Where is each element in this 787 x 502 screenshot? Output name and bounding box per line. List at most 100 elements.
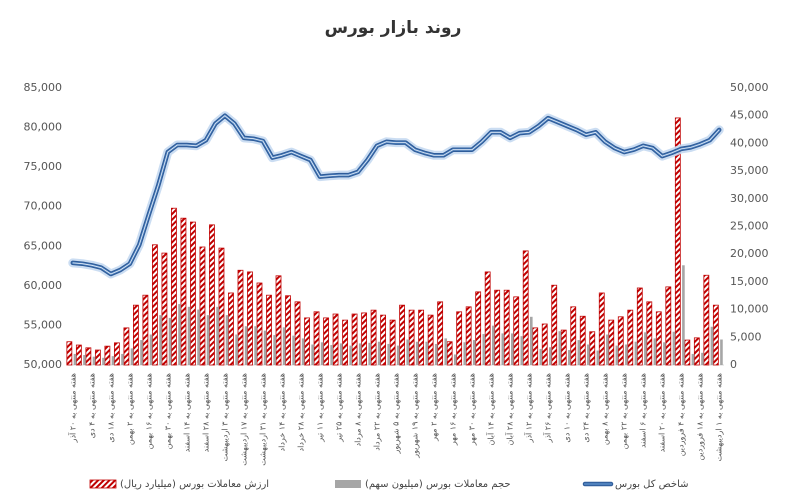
bar <box>475 291 482 366</box>
bar <box>209 224 215 366</box>
bar <box>444 338 448 365</box>
bar <box>494 289 501 366</box>
x-tick-label: هفته منتهی به ۱۲ آذر <box>524 373 534 443</box>
x-tick-label: هفته منتهی به ۲ مهر <box>430 373 439 442</box>
legend-swatch <box>335 480 361 488</box>
bar <box>94 349 101 366</box>
bar <box>161 252 168 366</box>
bar <box>228 292 234 366</box>
x-tick-label: هفته منتهی به ۲۲ بهمن <box>620 373 629 449</box>
bar <box>665 286 672 366</box>
y2-tick-label: 20,000 <box>730 247 769 260</box>
x-tick-label: هفته منتهی به ۲۸ آبان <box>505 373 515 446</box>
bar <box>672 331 676 365</box>
bar <box>644 332 647 365</box>
x-tick-label: هفته منتهی به ۸ بهمن <box>601 373 610 445</box>
bar <box>301 338 305 365</box>
bar <box>254 326 257 365</box>
x-tick-label: هفته منتهی به ۱۴ اسفند <box>182 373 191 452</box>
bar <box>73 353 77 365</box>
bar <box>625 344 628 365</box>
line-glow <box>68 111 724 279</box>
bar <box>560 329 567 366</box>
y-tick-label: 85,000 <box>24 81 63 94</box>
y-tick-label: 50,000 <box>24 358 63 371</box>
x-tick-label: هفته منتهی به ۲۶ آذر <box>543 373 553 443</box>
bar <box>85 347 92 366</box>
bar <box>463 342 467 365</box>
x-tick-label: هفته منتهی به ۱۶ مهر <box>449 373 458 446</box>
bar <box>465 306 472 366</box>
line-highlight <box>72 115 720 275</box>
bar <box>368 342 371 365</box>
bar <box>570 306 577 366</box>
bar <box>256 282 263 366</box>
bar <box>418 309 425 366</box>
bar <box>235 334 238 365</box>
bar <box>123 327 130 366</box>
bar <box>121 353 124 365</box>
bar <box>434 343 438 365</box>
bar <box>598 292 605 366</box>
bar <box>216 306 219 365</box>
bar <box>330 345 333 365</box>
x-tick-label: هفته منتهی به ۳۰ بهمن <box>163 373 172 449</box>
bar <box>503 289 510 366</box>
x-tick-label: هفته منتهی به ۳۰ مهر <box>468 373 477 446</box>
bar <box>408 309 415 366</box>
bar <box>627 309 634 366</box>
y-tick-label: 80,000 <box>24 121 63 134</box>
bar <box>655 311 662 366</box>
bar <box>247 271 253 366</box>
bar <box>549 347 552 365</box>
bar <box>520 336 524 365</box>
bar <box>190 221 196 366</box>
bar <box>577 340 581 365</box>
x-tick-label: هفته منتهی به ۱ اردیبهشت <box>715 373 724 461</box>
x-tick-label: هفته منتهی به ۱۴ خرداد <box>277 373 286 451</box>
bar <box>389 319 396 366</box>
bar <box>691 353 695 365</box>
bar <box>617 316 624 366</box>
bar <box>608 319 615 366</box>
bar <box>285 295 291 366</box>
bar <box>113 342 120 366</box>
bar <box>437 301 444 366</box>
bar <box>199 246 206 366</box>
bar <box>701 352 704 365</box>
bar <box>427 314 434 366</box>
bar <box>472 340 476 365</box>
bar <box>225 315 229 365</box>
bar <box>159 315 162 365</box>
bar <box>275 275 282 366</box>
bar <box>244 326 248 365</box>
y2-tick-label: 50,000 <box>730 81 769 94</box>
bar <box>615 345 619 365</box>
y2-tick-label: 10,000 <box>730 303 769 316</box>
bar <box>66 341 73 366</box>
bar <box>292 335 295 365</box>
x-tick-label: هفته منتهی به ۳۱ اردیبهشت <box>258 373 267 466</box>
bar <box>579 315 586 366</box>
bar <box>187 306 191 365</box>
bar <box>83 355 86 365</box>
legend-label: ارزش معاملات بورس (میلیارد ریال) <box>120 479 269 490</box>
y2-tick-label: 15,000 <box>730 275 769 288</box>
bar <box>568 350 571 365</box>
bar <box>539 348 543 365</box>
bar <box>456 311 463 366</box>
x-tick-label: هفته منتهی به ۶ اسفند <box>639 373 648 448</box>
y2-tick-label: 35,000 <box>730 164 769 177</box>
bar <box>218 247 225 366</box>
bar <box>311 344 314 365</box>
bar <box>133 304 139 366</box>
x-tick-label: هفته منتهی به ۵ شهریور <box>392 373 401 454</box>
bar <box>674 117 681 366</box>
bar <box>710 326 714 365</box>
bar <box>282 327 286 365</box>
y2-tick-label: 5,000 <box>730 330 762 343</box>
bar <box>510 333 514 365</box>
x-tick-label: هفته منتهی به ۲۰ اسفند <box>658 373 667 452</box>
bar <box>361 312 367 366</box>
